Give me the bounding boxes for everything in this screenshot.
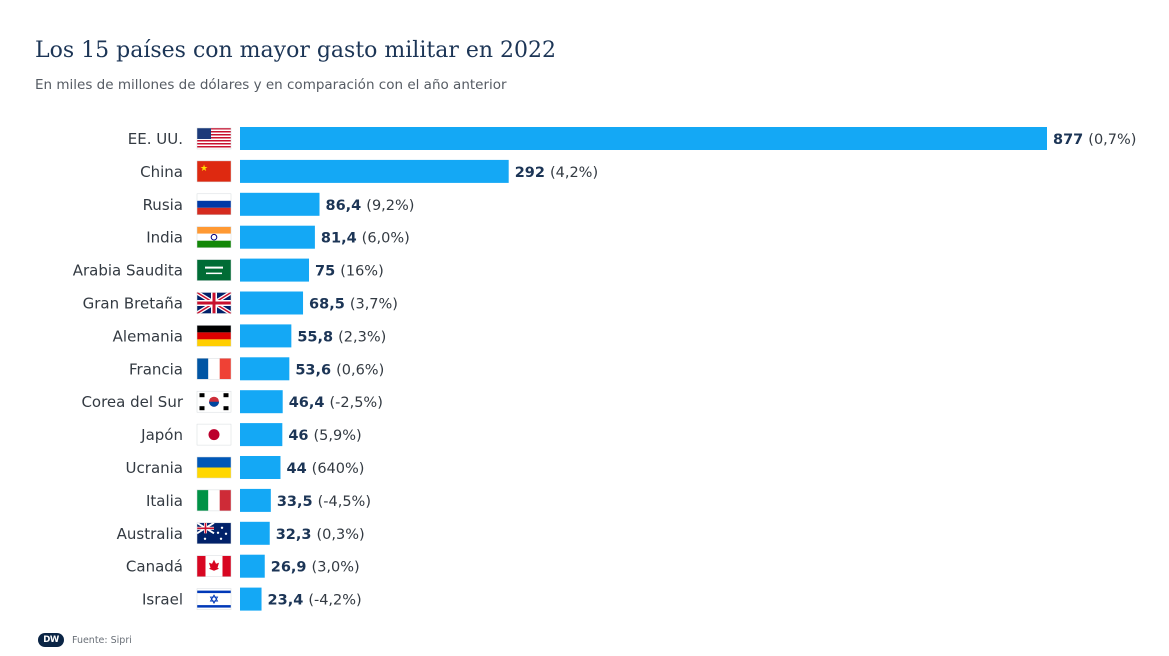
value-number: 86,4 bbox=[326, 198, 362, 214]
value-label: 292 (4,2%) bbox=[515, 165, 598, 181]
category-label: Israel bbox=[142, 591, 183, 609]
change-percent: (3,7%) bbox=[350, 297, 398, 313]
flag-france-icon bbox=[196, 358, 232, 380]
change-percent: (6,0%) bbox=[362, 231, 410, 247]
value-number: 81,4 bbox=[321, 231, 357, 247]
value-label: 32,3 (0,3%) bbox=[276, 527, 365, 543]
flag-india-icon bbox=[196, 226, 232, 248]
category-label: Australia bbox=[117, 525, 183, 543]
category-label: Francia bbox=[129, 360, 183, 378]
bar bbox=[240, 159, 509, 183]
chart-subtitle: En miles de millones de dólares y en com… bbox=[35, 77, 507, 93]
value-number: 23,4 bbox=[268, 593, 304, 609]
value-label: 68,5 (3,7%) bbox=[309, 297, 398, 313]
category-label: China bbox=[140, 163, 183, 181]
change-percent: (640%) bbox=[312, 461, 365, 477]
category-label: EE. UU. bbox=[128, 130, 183, 148]
value-label: 26,9 (3,0%) bbox=[271, 560, 360, 576]
value-number: 46,4 bbox=[289, 395, 325, 411]
value-number: 292 bbox=[515, 165, 545, 181]
flag-japan-icon bbox=[196, 423, 232, 446]
value-number: 32,3 bbox=[276, 527, 312, 543]
category-label: Gran Bretaña bbox=[83, 295, 183, 313]
value-number: 44 bbox=[286, 461, 306, 477]
chart-title: Los 15 países con mayor gasto militar en… bbox=[35, 38, 557, 63]
change-percent: (3,0%) bbox=[312, 560, 360, 576]
category-label: Rusia bbox=[143, 196, 183, 214]
change-percent: (9,2%) bbox=[366, 198, 414, 214]
category-label: Corea del Sur bbox=[81, 393, 183, 411]
flag-russia-icon bbox=[196, 193, 232, 216]
value-label: 86,4 (9,2%) bbox=[326, 198, 415, 214]
bar bbox=[240, 456, 281, 479]
category-label: India bbox=[146, 229, 183, 247]
change-percent: (5,9%) bbox=[314, 428, 362, 444]
flag-saudi-arabia-icon bbox=[196, 259, 232, 281]
flag-china-icon: ★ bbox=[196, 160, 232, 183]
bar bbox=[240, 423, 283, 447]
category-label: Italia bbox=[146, 492, 183, 510]
change-percent: (2,3%) bbox=[338, 329, 386, 345]
source-note: Fuente: Sipri bbox=[72, 634, 132, 646]
bar bbox=[240, 488, 271, 512]
category-label: Arabia Saudita bbox=[73, 262, 183, 280]
value-label: 33,5 (-4,5%) bbox=[277, 494, 371, 510]
change-percent: (-4,5%) bbox=[318, 494, 371, 510]
value-label: 46 (5,9%) bbox=[288, 428, 361, 444]
flag-israel-icon bbox=[196, 588, 232, 610]
value-number: 68,5 bbox=[309, 297, 345, 313]
change-percent: (4,2%) bbox=[550, 165, 598, 181]
value-label: 23,4 (-4,2%) bbox=[268, 593, 362, 609]
chart-footer: DW Fuente: Sipri bbox=[38, 632, 132, 648]
value-number: 75 bbox=[315, 264, 335, 280]
flag-uk-icon bbox=[195, 290, 233, 316]
value-label: 46,4 (-2,5%) bbox=[289, 395, 383, 411]
value-label: 55,8 (2,3%) bbox=[297, 329, 386, 345]
bar bbox=[240, 258, 310, 282]
flag-australia-icon bbox=[196, 521, 232, 545]
bar bbox=[240, 390, 283, 414]
value-number: 26,9 bbox=[271, 560, 307, 576]
change-percent: (0,7%) bbox=[1088, 132, 1136, 148]
bar bbox=[240, 291, 304, 315]
flag-canada-icon bbox=[196, 555, 232, 577]
bar bbox=[240, 554, 265, 578]
category-label: Japón bbox=[140, 426, 183, 444]
bar bbox=[240, 127, 1047, 150]
flag-ukraine-icon bbox=[196, 456, 232, 479]
svg-text:★: ★ bbox=[200, 164, 208, 174]
value-number: 55,8 bbox=[297, 329, 333, 345]
value-number: 46 bbox=[288, 428, 308, 444]
value-number: 33,5 bbox=[277, 494, 313, 510]
bar bbox=[240, 521, 270, 545]
change-percent: (-4,2%) bbox=[308, 593, 361, 609]
change-percent: (-2,5%) bbox=[329, 395, 382, 411]
value-label: 81,4 (6,0%) bbox=[321, 231, 410, 247]
flag-south-korea-icon bbox=[196, 390, 232, 413]
value-label: 75 (16%) bbox=[315, 264, 384, 280]
value-label: 877 (0,7%) bbox=[1053, 132, 1136, 148]
bar bbox=[240, 357, 290, 381]
change-percent: (0,6%) bbox=[336, 362, 384, 378]
value-number: 877 bbox=[1053, 132, 1083, 148]
bar bbox=[240, 192, 320, 216]
flag-germany-icon bbox=[196, 325, 232, 347]
value-number: 53,6 bbox=[295, 362, 331, 378]
value-label: 44 (640%) bbox=[286, 461, 364, 477]
category-label: Canadá bbox=[126, 558, 183, 576]
category-label: Alemania bbox=[113, 327, 183, 345]
bar bbox=[240, 225, 315, 249]
bar bbox=[240, 324, 292, 348]
change-percent: (16%) bbox=[340, 264, 384, 280]
flag-italy-icon bbox=[196, 489, 232, 512]
change-percent: (0,3%) bbox=[317, 527, 365, 543]
bar bbox=[240, 587, 262, 611]
category-label: Ucrania bbox=[126, 459, 183, 477]
dw-logo-icon: DW bbox=[38, 633, 64, 647]
flag-usa-icon bbox=[196, 127, 232, 150]
value-label: 53,6 (0,6%) bbox=[295, 362, 384, 378]
